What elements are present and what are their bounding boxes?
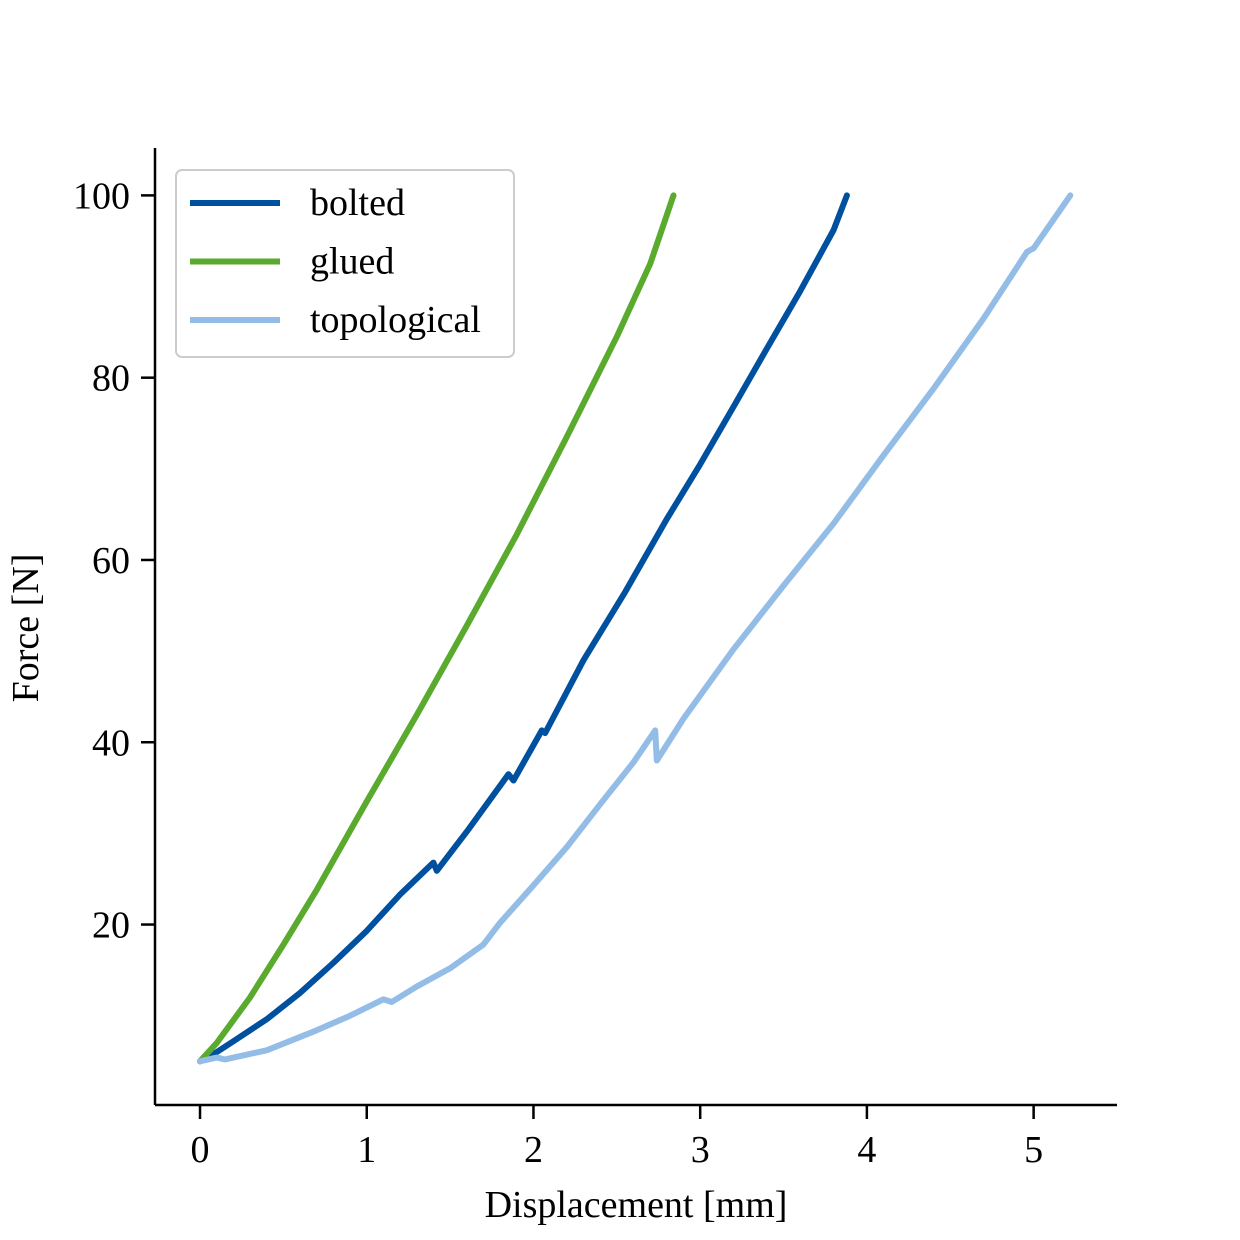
x-tick-label: 4 [857,1129,876,1171]
legend: bolted glued topological [175,169,515,358]
legend-label-topological: topological [310,299,481,341]
legend-label-glued: glued [310,241,394,283]
legend-frame [175,169,515,358]
x-tick-label: 3 [691,1129,710,1171]
series-line-topological [197,192,1074,1065]
x-tick-label: 1 [357,1129,376,1171]
x-tick-label: 0 [191,1129,210,1171]
series-layer [197,192,1074,1065]
y-tick-label: 20 [92,905,130,947]
x-ticks: 0 1 2 3 4 5 [191,1105,1043,1171]
axes [153,148,1117,1107]
x-axis-label: Displacement [mm] [485,1184,788,1226]
series-line-glued [197,192,677,1065]
x-tick-label: 2 [524,1129,543,1171]
y-axis-label: Force [N] [5,554,47,703]
legend-items: bolted glued topological [190,182,481,341]
y-tick-label: 60 [92,540,130,582]
y-tick-label: 100 [73,175,130,217]
y-tick-label: 80 [92,358,130,400]
y-ticks: 20 40 60 80 100 [73,175,155,947]
legend-label-bolted: bolted [310,182,405,224]
y-tick-label: 40 [92,722,130,764]
series-line-bolted [197,192,850,1065]
x-tick-label: 5 [1024,1129,1043,1171]
